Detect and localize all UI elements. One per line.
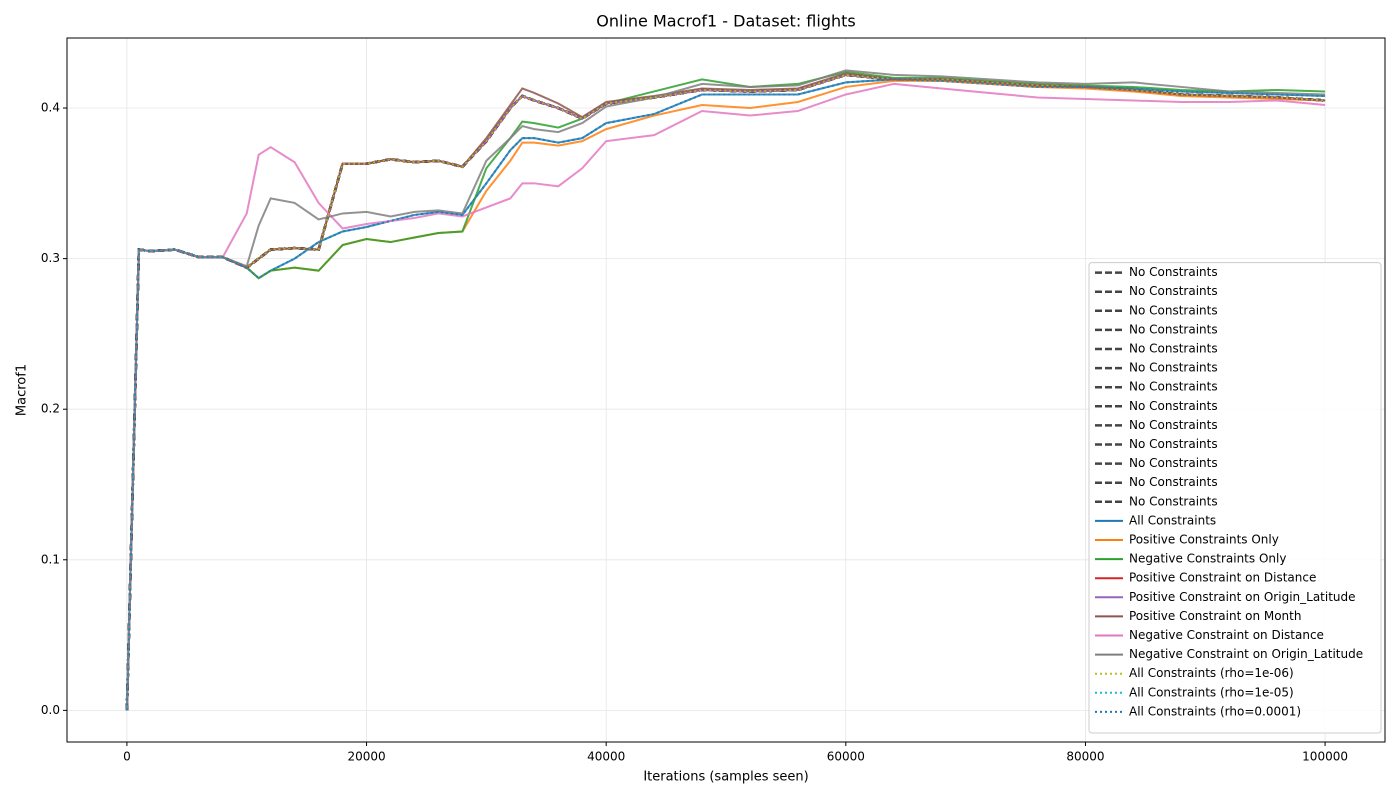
legend-label: Positive Constraint on Month xyxy=(1129,609,1301,623)
legend-label: No Constraints xyxy=(1129,322,1218,336)
y-tick-label: 0.0 xyxy=(41,703,60,717)
legend-label: Positive Constraints Only xyxy=(1129,533,1279,547)
x-tick-label: 80000 xyxy=(1066,750,1104,764)
x-tick-label: 40000 xyxy=(587,750,625,764)
legend-label: All Constraints xyxy=(1129,513,1216,527)
legend-label: No Constraints xyxy=(1129,380,1218,394)
y-tick-label: 0.3 xyxy=(41,251,60,265)
x-tick-label: 100000 xyxy=(1302,750,1348,764)
legend-label: Negative Constraint on Distance xyxy=(1129,628,1324,642)
legend-label: All Constraints (rho=0.0001) xyxy=(1129,704,1301,718)
legend-label: Positive Constraint on Origin_Latitude xyxy=(1129,590,1356,604)
ticks: 0 20000 40000 60000 80000 100000 0.0 0.1 0.2 0.3 0… xyxy=(41,101,1348,764)
x-tick-label: 0 xyxy=(123,750,131,764)
series-line xyxy=(125,69,1326,711)
chart-title: Online Macrof1 - Dataset: flights xyxy=(596,12,855,31)
legend-label: Negative Constraints Only xyxy=(1129,552,1286,566)
x-tick-label: 20000 xyxy=(347,750,385,764)
legend-label: No Constraints xyxy=(1129,418,1218,432)
legend-label: No Constraints xyxy=(1129,265,1218,279)
x-tick-label: 60000 xyxy=(827,750,865,764)
legend-label: Positive Constraint on Distance xyxy=(1129,571,1316,585)
plot-frame xyxy=(66,37,1386,743)
legend-label: No Constraints xyxy=(1129,456,1218,470)
series-line xyxy=(125,73,1326,711)
legend-box xyxy=(1088,262,1382,734)
y-axis-label: Macrof1 xyxy=(15,364,30,416)
series-line xyxy=(125,78,1326,711)
legend-label: No Constraints xyxy=(1129,437,1218,451)
y-tick-label: 0.2 xyxy=(41,402,60,416)
legend-label: No Constraints xyxy=(1129,475,1218,489)
series-line xyxy=(125,70,1326,711)
legend-label: No Constraints xyxy=(1129,284,1218,298)
legend-label: No Constraints xyxy=(1129,361,1218,375)
y-tick-label: 0.1 xyxy=(41,552,60,566)
legend-label: No Constraints xyxy=(1129,342,1218,356)
legend-label: No Constraints xyxy=(1129,494,1218,508)
legend-label: All Constraints (rho=1e-06) xyxy=(1129,666,1294,680)
x-axis-label: Iterations (samples seen) xyxy=(643,770,808,785)
y-tick-label: 0.4 xyxy=(41,101,60,115)
series-line xyxy=(125,82,1326,711)
legend-label: Negative Constraint on Origin_Latitude xyxy=(1129,647,1363,661)
lines xyxy=(125,69,1326,711)
legend-label: All Constraints (rho=1e-05) xyxy=(1129,685,1294,699)
legend-label: No Constraints xyxy=(1129,399,1218,413)
legend-label: No Constraints xyxy=(1129,303,1218,317)
legend: No Constraints No Constraints No Constrain… xyxy=(1088,262,1382,734)
